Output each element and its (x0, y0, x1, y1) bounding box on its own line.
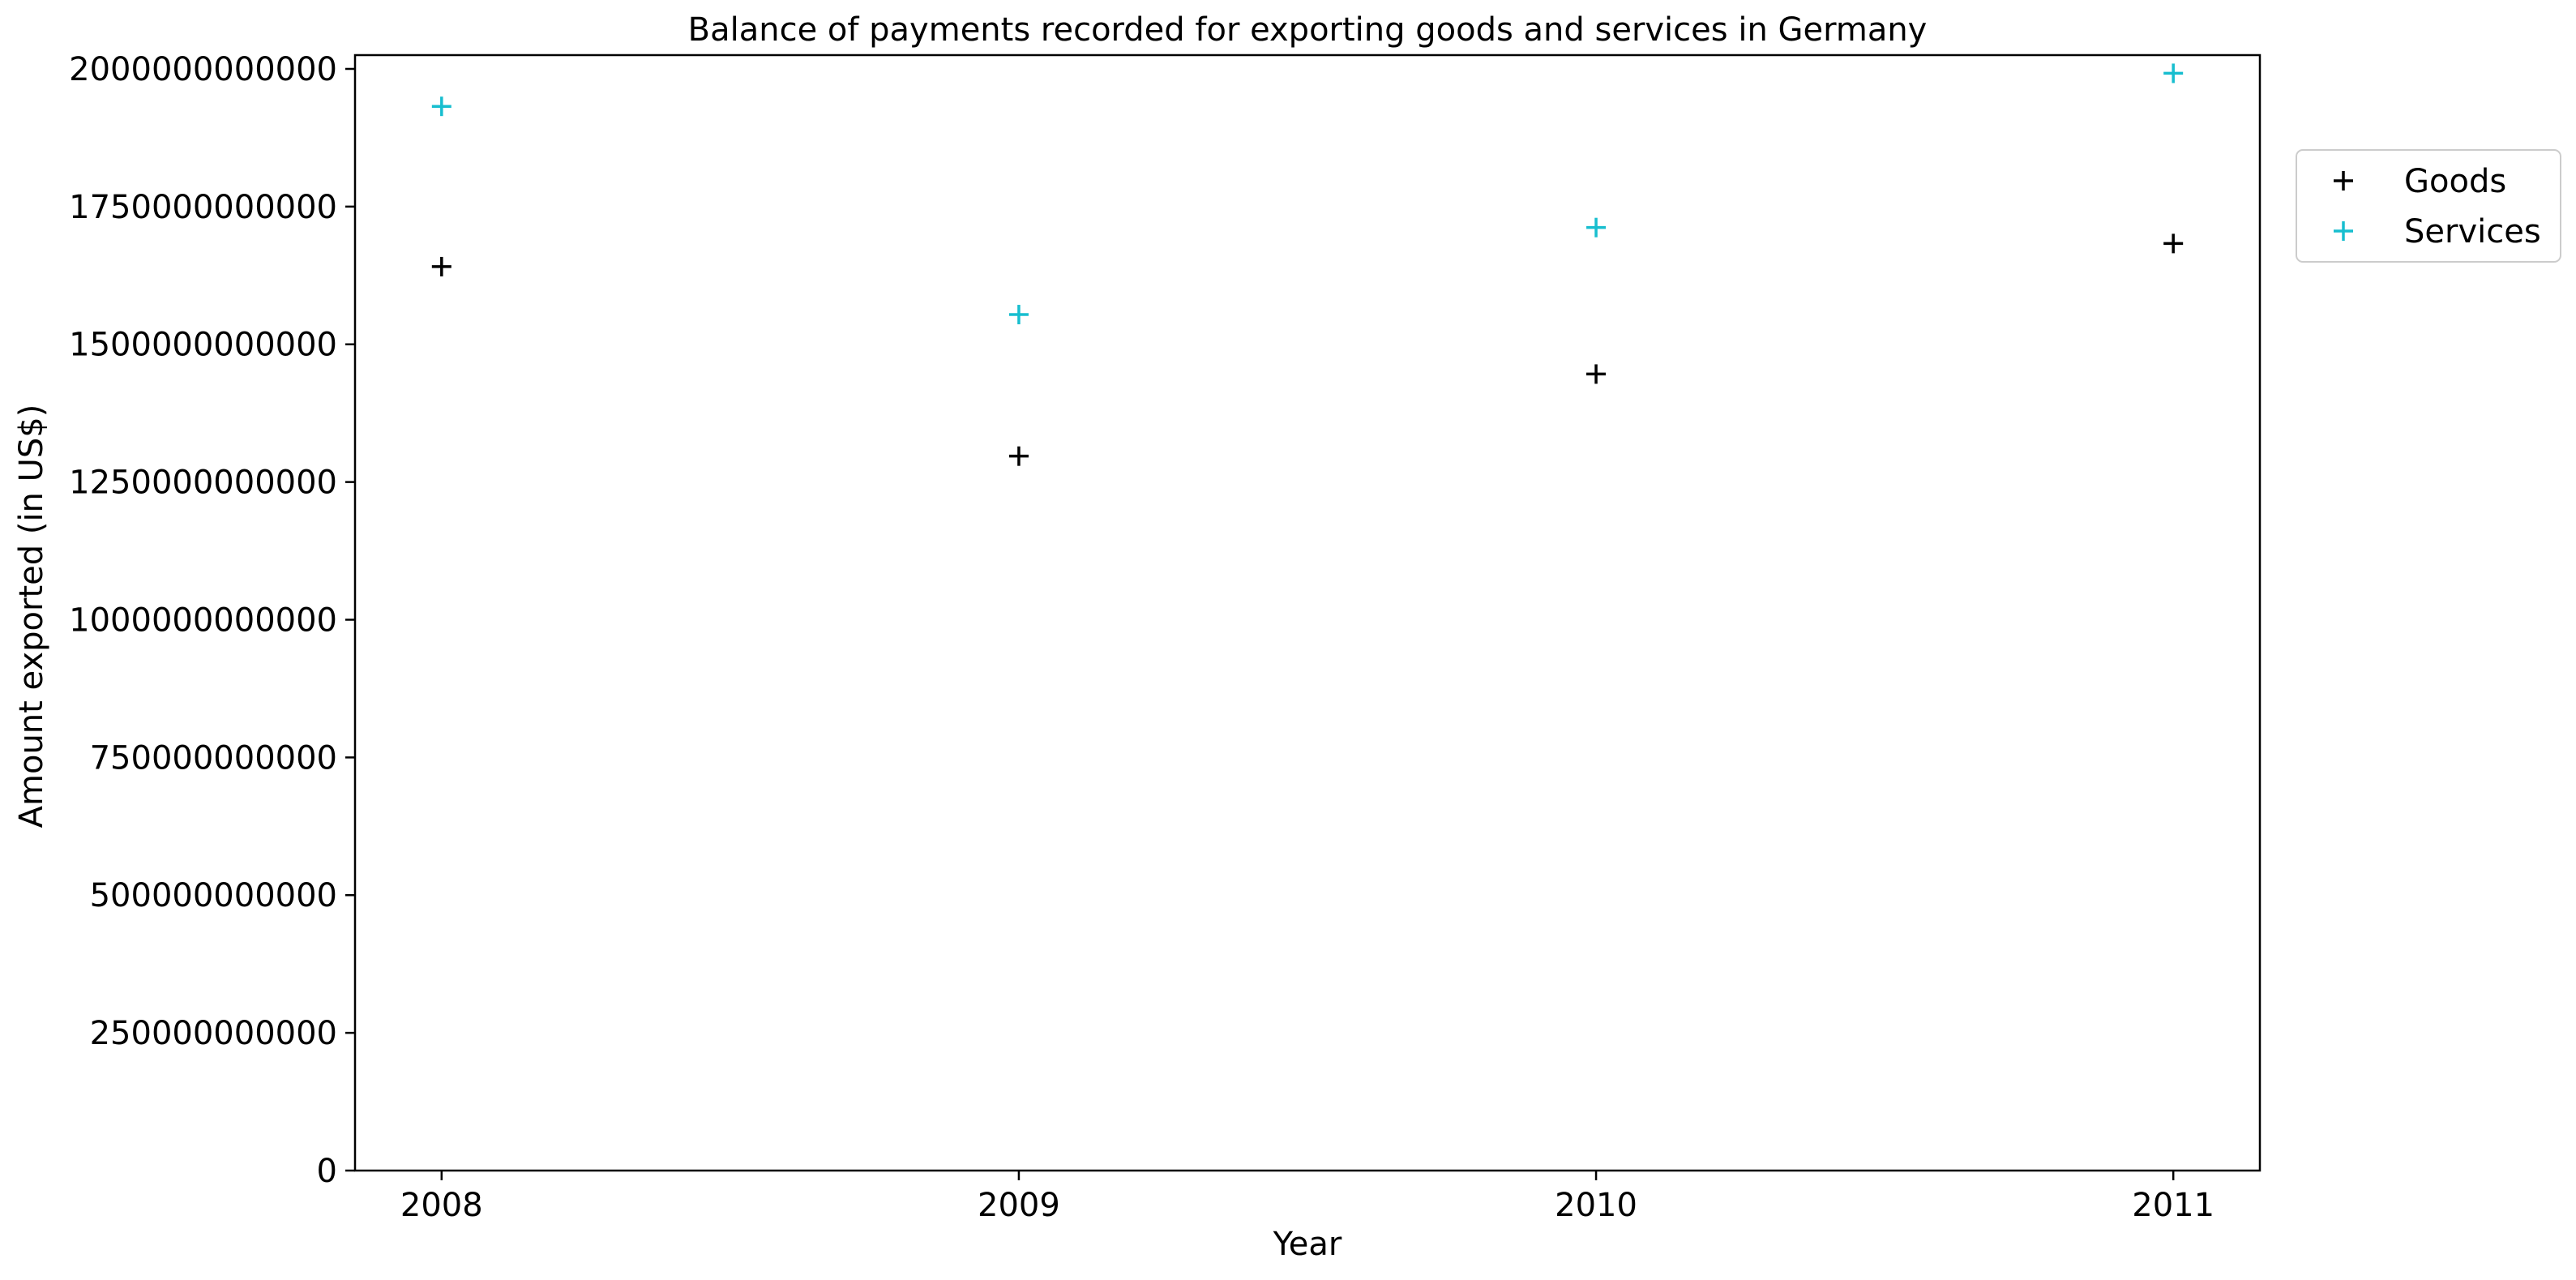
chart-title: Balance of payments recorded for exporti… (688, 11, 1928, 49)
legend-box (2296, 149, 2561, 263)
x-tick-label: 2011 (2132, 1187, 2214, 1224)
legend-marker-goods (2334, 171, 2353, 191)
data-points (431, 63, 2184, 466)
point-goods-2009 (1008, 446, 1029, 466)
legend-marker-services (2334, 221, 2353, 241)
legend-label-goods: Goods (2404, 163, 2506, 200)
y-tick-label: 1250000000000 (69, 464, 337, 502)
plot-area (353, 54, 2261, 1172)
x-axis-label: Year (1273, 1226, 1342, 1263)
point-goods-2010 (1586, 364, 1607, 384)
legend-label-services: Services (2404, 213, 2541, 250)
x-axis: 2008 2009 2010 2011 (400, 1171, 2214, 1224)
y-tick-label: 2000000000000 (69, 51, 337, 88)
y-axis-label: Amount exported (in US$) (13, 405, 50, 828)
x-tick-label: 2008 (400, 1187, 483, 1224)
point-services-2010 (1586, 217, 1607, 238)
y-tick-label: 1750000000000 (69, 189, 337, 226)
y-tick-label: 0 (317, 1153, 337, 1190)
y-axis: 0 250000000000 500000000000 750000000000 100… (69, 51, 355, 1190)
point-goods-2008 (431, 256, 451, 276)
plot-border (353, 54, 2261, 1172)
point-services-2008 (431, 96, 451, 117)
point-services-2011 (2163, 63, 2184, 83)
x-tick-label: 2009 (978, 1187, 1060, 1224)
y-tick-label: 500000000000 (90, 877, 337, 914)
point-goods-2011 (2163, 233, 2184, 254)
y-tick-label: 1000000000000 (69, 601, 337, 639)
legend: Goods Services (2296, 149, 2561, 263)
x-tick-label: 2010 (1555, 1187, 1637, 1224)
y-tick-label: 1500000000000 (69, 327, 337, 364)
y-tick-label: 250000000000 (90, 1015, 337, 1052)
y-tick-label: 750000000000 (90, 739, 337, 777)
point-services-2009 (1008, 305, 1029, 325)
